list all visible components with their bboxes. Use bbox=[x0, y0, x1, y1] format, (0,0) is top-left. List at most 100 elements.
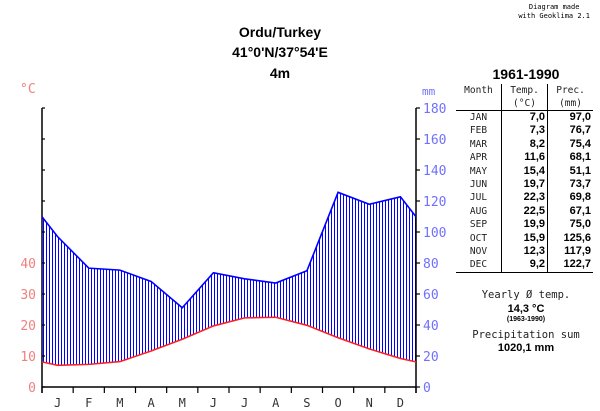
left-tick-label: 30 bbox=[20, 288, 36, 303]
yearly-temp-period: (1963-1990) bbox=[506, 316, 546, 323]
col-month-unit bbox=[456, 97, 502, 111]
temp-cell: 22,5 bbox=[500, 204, 548, 219]
month-cell: OCT bbox=[469, 232, 488, 244]
col-prec: Prec. bbox=[547, 84, 593, 97]
right-tick-label: 0 bbox=[423, 381, 431, 396]
month-cell: MAY bbox=[469, 165, 488, 177]
prec-cell: 122,7 bbox=[547, 258, 593, 273]
month-cell: SEP bbox=[469, 219, 488, 231]
table-row: JAN 7,0 97,0 bbox=[456, 110, 593, 125]
temp-cell: 7,3 bbox=[500, 124, 548, 138]
station-elevation: 4m bbox=[269, 65, 291, 81]
right-tick-label: 40 bbox=[423, 319, 439, 334]
col-month: Month bbox=[464, 85, 493, 96]
left-tick-label: 10 bbox=[20, 350, 36, 365]
temp-cell: 8,2 bbox=[500, 137, 548, 152]
month-label: A bbox=[272, 396, 280, 410]
right-axis-unit: mm bbox=[422, 85, 436, 98]
left-tick-label: 20 bbox=[20, 319, 36, 334]
left-tick-label: 0 bbox=[28, 381, 36, 396]
temp-cell: 12,3 bbox=[500, 245, 548, 259]
col-temp-unit: (°C) bbox=[500, 97, 548, 111]
temp-cell: 7,0 bbox=[500, 110, 548, 125]
month-cell: JUN bbox=[469, 179, 488, 191]
month-label: O bbox=[334, 396, 341, 410]
temp-cell: 15,4 bbox=[500, 164, 548, 179]
prec-cell: 125,6 bbox=[547, 231, 593, 246]
table-row: FEB 7,3 76,7 bbox=[456, 124, 593, 138]
month-cell: APR bbox=[469, 152, 488, 164]
prec-cell: 76,7 bbox=[547, 124, 593, 138]
prec-cell: 68,1 bbox=[547, 151, 593, 165]
credit-line: with Geoklima 2.1 bbox=[518, 12, 590, 20]
station-coords: 41°0'N/37°54'E bbox=[232, 44, 328, 60]
credit-line: Diagram made bbox=[528, 3, 580, 11]
month-label: J bbox=[241, 396, 248, 410]
month-label: A bbox=[147, 396, 155, 410]
station-name: Ordu/Turkey bbox=[238, 24, 322, 40]
prec-cell: 75,0 bbox=[547, 218, 593, 232]
table-row: JUN 19,7 73,7 bbox=[456, 178, 593, 192]
temp-cell: 19,7 bbox=[500, 178, 548, 192]
left-tick-label: 40 bbox=[20, 257, 36, 272]
yearly-temp-value: 14,3 °C bbox=[507, 303, 545, 315]
table-row: MAY 15,4 51,1 bbox=[456, 164, 593, 179]
right-tick-label: 60 bbox=[423, 288, 439, 303]
left-axis-unit: °C bbox=[20, 82, 36, 97]
precipitation-sum-value: 1020,1 mm bbox=[497, 342, 555, 354]
table-row: MAR 8,2 75,4 bbox=[456, 137, 593, 152]
prec-cell: 51,1 bbox=[547, 164, 593, 179]
table-row: NOV 12,3 117,9 bbox=[456, 245, 593, 259]
table-row: DEC 9,2 122,7 bbox=[456, 258, 593, 273]
temp-cell: 22,3 bbox=[500, 191, 548, 205]
prec-cell: 75,4 bbox=[547, 137, 593, 152]
month-label: N bbox=[366, 396, 373, 410]
col-prec-unit: (mm) bbox=[547, 97, 593, 111]
precipitation-sum-label: Precipitation sum bbox=[472, 329, 580, 341]
month-label: M bbox=[179, 396, 186, 410]
humid-hatching bbox=[43, 193, 416, 366]
month-cell: JAN bbox=[469, 112, 488, 123]
precipitation-line bbox=[41, 191, 417, 309]
right-tick-label: 120 bbox=[423, 195, 446, 210]
table-row: APR 11,6 68,1 bbox=[456, 151, 593, 165]
month-label: J bbox=[210, 396, 217, 410]
month-cell: NOV bbox=[469, 246, 488, 258]
climate-table: 1961-1990 Month Temp. Prec. (°C) (mm) JA… bbox=[456, 66, 596, 273]
month-label: F bbox=[85, 396, 92, 410]
prec-cell: 67,1 bbox=[547, 204, 593, 219]
col-temp: Temp. bbox=[500, 84, 548, 97]
prec-cell: 117,9 bbox=[547, 245, 593, 259]
right-tick-label: 160 bbox=[423, 133, 446, 148]
month-cell: MAR bbox=[469, 138, 488, 150]
table-row: JUL 22,3 69,8 bbox=[456, 191, 593, 205]
month-label: M bbox=[116, 396, 123, 410]
month-cell: AUG bbox=[469, 205, 488, 217]
table-row: AUG 22,5 67,1 bbox=[456, 204, 593, 219]
temp-cell: 9,2 bbox=[500, 258, 548, 273]
month-cell: DEC bbox=[469, 259, 488, 271]
month-cell: FEB bbox=[469, 125, 488, 137]
temp-cell: 19,9 bbox=[500, 218, 548, 232]
table-row: SEP 19,9 75,0 bbox=[456, 218, 593, 232]
credit-note: Diagram made with Geoklima 2.1 bbox=[518, 3, 590, 21]
right-tick-label: 180 bbox=[423, 102, 446, 117]
month-label: S bbox=[303, 396, 310, 410]
temperature-line bbox=[41, 316, 417, 367]
month-label: D bbox=[397, 396, 404, 410]
right-tick-label: 100 bbox=[423, 226, 446, 241]
axes bbox=[41, 107, 420, 393]
yearly-temp-label: Yearly Ø temp. bbox=[481, 289, 571, 301]
right-tick-label: 20 bbox=[423, 350, 439, 365]
right-tick-label: 140 bbox=[423, 164, 446, 179]
prec-cell: 97,0 bbox=[547, 110, 593, 125]
table-period: 1961-1990 bbox=[492, 66, 560, 82]
month-cell: JUL bbox=[469, 192, 488, 204]
month-label: J bbox=[54, 396, 61, 410]
prec-cell: 73,7 bbox=[547, 178, 593, 192]
temp-cell: 11,6 bbox=[500, 151, 548, 165]
prec-cell: 69,8 bbox=[547, 191, 593, 205]
temp-cell: 15,9 bbox=[500, 231, 548, 246]
right-tick-label: 80 bbox=[423, 257, 439, 272]
